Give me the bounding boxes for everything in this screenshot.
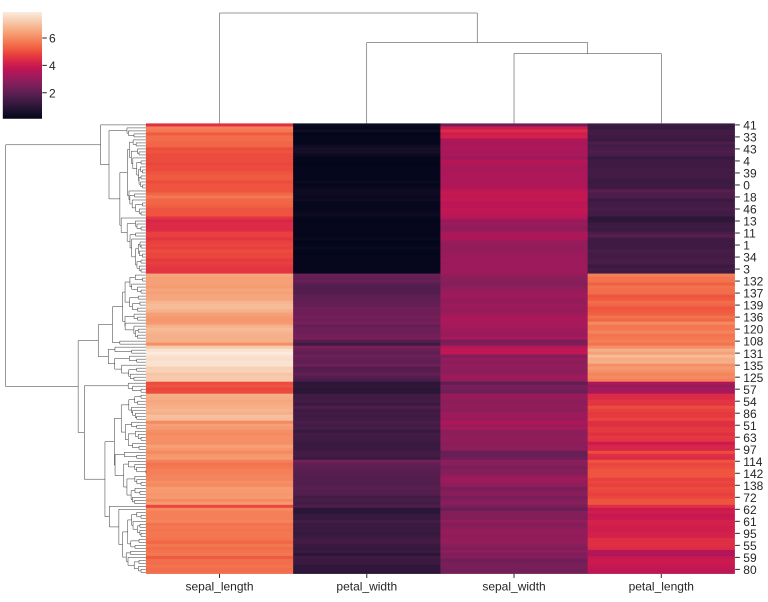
- svg-text:39: 39: [743, 167, 757, 181]
- svg-text:61: 61: [743, 515, 757, 529]
- svg-text:97: 97: [743, 443, 757, 457]
- svg-text:sepal_width: sepal_width: [482, 580, 545, 594]
- svg-text:54: 54: [743, 395, 757, 409]
- svg-text:142: 142: [743, 467, 763, 481]
- svg-text:11: 11: [743, 227, 756, 241]
- svg-text:138: 138: [743, 479, 763, 493]
- svg-text:139: 139: [743, 299, 763, 313]
- svg-text:2: 2: [49, 86, 56, 100]
- svg-text:33: 33: [743, 131, 757, 145]
- svg-text:132: 132: [743, 275, 763, 289]
- svg-text:62: 62: [743, 503, 757, 517]
- svg-text:4: 4: [743, 155, 750, 169]
- svg-text:1: 1: [743, 239, 750, 253]
- svg-text:57: 57: [743, 383, 757, 397]
- svg-text:63: 63: [743, 431, 757, 445]
- svg-text:13: 13: [743, 215, 757, 229]
- svg-text:59: 59: [743, 551, 757, 565]
- svg-text:135: 135: [743, 359, 763, 373]
- svg-text:86: 86: [743, 407, 757, 421]
- svg-text:114: 114: [743, 455, 762, 469]
- svg-text:43: 43: [743, 143, 757, 157]
- svg-text:120: 120: [743, 323, 763, 337]
- svg-text:18: 18: [743, 191, 757, 205]
- svg-text:51: 51: [743, 419, 757, 433]
- svg-text:136: 136: [743, 311, 763, 325]
- svg-text:3: 3: [743, 263, 750, 277]
- svg-text:0: 0: [743, 179, 750, 193]
- svg-text:108: 108: [743, 335, 763, 349]
- svg-text:72: 72: [743, 491, 757, 505]
- svg-text:4: 4: [49, 59, 56, 73]
- svg-text:petal_width: petal_width: [336, 580, 397, 594]
- svg-text:petal_length: petal_length: [629, 580, 694, 594]
- svg-text:46: 46: [743, 203, 757, 217]
- svg-text:95: 95: [743, 527, 757, 541]
- svg-text:125: 125: [743, 371, 763, 385]
- svg-text:80: 80: [743, 563, 757, 577]
- svg-text:131: 131: [743, 347, 763, 361]
- svg-text:6: 6: [49, 32, 56, 46]
- svg-text:41: 41: [743, 119, 757, 133]
- svg-text:sepal_length: sepal_length: [185, 580, 253, 594]
- svg-text:137: 137: [743, 287, 763, 301]
- svg-text:55: 55: [743, 539, 757, 553]
- svg-text:34: 34: [743, 251, 757, 265]
